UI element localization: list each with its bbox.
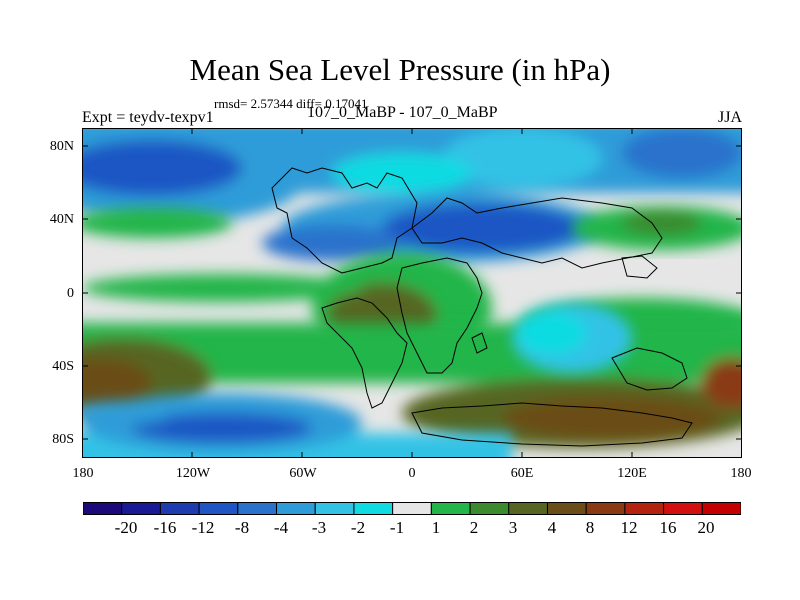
pressure-difference-map [82,128,742,458]
colorbar-label-13: 8 [585,518,595,537]
axis-ticks [82,128,742,458]
north-america-negative [262,225,402,261]
stats-label: rmsd= 2.57344 diff= 0.17041 [214,96,368,111]
colorbar-label-6: -3 [311,518,327,537]
colorbar-label-8: -1 [389,518,405,537]
asia-strong-negative [382,203,582,253]
colorbar-swatch-5 [237,502,278,515]
colorbar-swatch-14 [585,502,626,515]
southeast-asia-outline [621,255,658,279]
experiment-label: Expt = teydv-texpv1 [82,109,214,126]
atlantic-light-negative [332,153,472,193]
lat-label-40s: 40S [52,359,74,374]
colorbar-label-14: 12 [620,518,638,537]
colorbar-label-12: 4 [547,518,557,537]
season-label: JJA [717,109,742,126]
north-east-stronger-positive [622,211,702,235]
australia-outline [611,347,688,391]
lon-label-120e: 120E [617,466,647,481]
madagascar-outline [471,332,488,354]
lon-label-180e: 180 [730,466,752,481]
lon-label-0: 0 [408,466,416,481]
colorbar-swatch-2 [121,502,161,515]
south-pacific-very-strong-positive [82,358,152,408]
colorbar-label-5: -4 [273,518,289,537]
lat-label-80n: 80N [49,139,74,154]
lon-label-180w: 180 [72,466,94,481]
colorbar-label-4: -8 [234,518,250,537]
colorbar-swatch-4 [198,502,239,515]
lon-label-120w: 120W [175,466,211,481]
colorbar-swatch-9 [392,502,432,515]
colorbar-swatch-13 [546,502,587,515]
siberia-light-negative [442,128,602,188]
tropical-pacific-positive [82,274,362,302]
north-pacific-strong-negative [82,140,242,196]
south-pacific-strong-negative [132,413,312,443]
colorbar-label-10: 2 [469,518,479,537]
colorbar-label-9: 1 [431,518,441,537]
colorbar-label-11: 3 [508,518,518,537]
north-pacific-positive [82,208,232,238]
colorbar-swatch-11 [469,502,510,515]
colorbar-swatch-8 [353,502,394,515]
colorbar-swatch-15 [624,502,665,515]
colorbar-swatch-1 [83,502,123,515]
lon-label-60e: 60E [510,466,534,481]
colorbar [83,502,741,515]
arctic-negative [622,128,742,178]
africa-outline [396,257,483,374]
coastlines [271,167,693,447]
colorbar-swatch-3 [159,502,200,515]
colorbar-swatch-10 [430,502,471,515]
colorbar-swatch-17 [701,502,741,515]
south-america-outline [321,297,408,409]
colorbar-label-1: -20 [114,518,138,537]
colorbar-label-2: -16 [153,518,177,537]
period-label: 107_0_MaBP - 107_0_MaBP [307,104,498,121]
colorbar-swatch-6 [276,502,316,515]
south-east-max-positive [702,358,742,408]
colorbar-swatch-12 [508,502,548,515]
lon-label-60w: 60W [289,466,317,481]
plot-title: Mean Sea Level Pressure (in hPa) [189,52,611,87]
colorbar-label-15: 16 [659,518,677,537]
colorbar-label-7: -2 [350,518,366,537]
colorbar-swatch-7 [314,502,355,515]
southern-ocean-very-strong-positive [502,396,722,440]
tropical-indian-negative [517,311,587,355]
colorbar-label-3: -12 [191,518,215,537]
far-south-pacific-negative [82,401,172,425]
colorbar-label-16: 20 [697,518,715,537]
colorbar-swatch-16 [663,502,703,515]
eurasia-outline [411,197,663,269]
antarctica-outline [411,402,693,447]
lat-label-40n: 40N [49,212,74,227]
lat-label-0: 0 [67,286,74,301]
lat-label-80s: 80S [52,432,74,447]
